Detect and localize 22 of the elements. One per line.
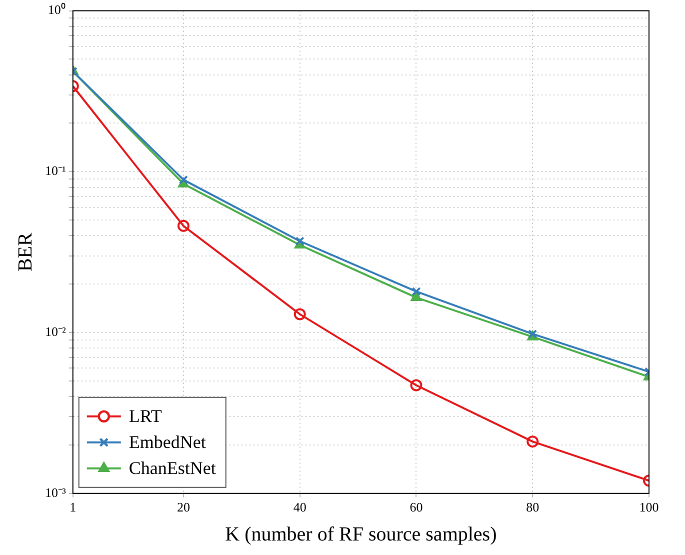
- y-tick-label: 10⁰: [48, 2, 66, 18]
- y-axis-title: BER: [14, 232, 36, 272]
- point: [410, 379, 422, 392]
- point: [294, 308, 306, 320]
- legend-label: ChanEstNet: [128, 458, 216, 478]
- legend-label: LRT: [128, 406, 162, 426]
- x-tick-label: 60: [410, 500, 423, 515]
- legend-label: EmbedNet: [128, 432, 206, 452]
- x-axis-title: K (number of RF source samples): [225, 523, 497, 546]
- x-tick-label: 1: [70, 500, 76, 515]
- y-tick-label: 10⁻³: [44, 484, 66, 500]
- point: [178, 175, 188, 184]
- y-tick-label: 10⁻²: [44, 324, 66, 339]
- x-tick-label: 20: [176, 500, 190, 515]
- point: [177, 220, 190, 232]
- point: [295, 236, 304, 246]
- x-tick-label: 80: [526, 500, 540, 515]
- x-tick-label: 100: [639, 500, 659, 515]
- x-tick-label: 40: [293, 500, 306, 515]
- point: [410, 292, 422, 302]
- point: [412, 286, 421, 296]
- y-tick-label: 10⁻¹: [44, 163, 66, 178]
